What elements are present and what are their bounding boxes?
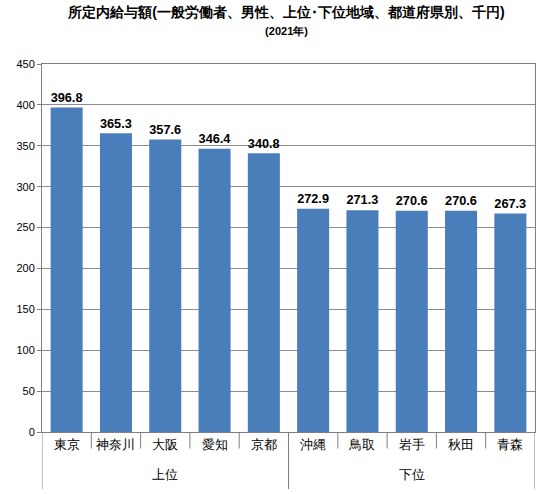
svg-text:200: 200 [16,262,34,274]
svg-text:秋田: 秋田 [448,437,474,452]
svg-text:150: 150 [16,303,34,315]
svg-text:350: 350 [16,140,34,152]
svg-text:396.8: 396.8 [51,90,83,105]
svg-text:357.6: 357.6 [149,122,181,137]
svg-text:100: 100 [16,344,34,356]
svg-text:沖縄: 沖縄 [300,437,326,452]
svg-text:271.3: 271.3 [346,192,378,207]
svg-text:365.3: 365.3 [100,116,132,131]
svg-text:青森: 青森 [497,437,523,452]
svg-text:267.3: 267.3 [494,196,526,211]
svg-text:神奈川: 神奈川 [96,437,135,452]
svg-text:300: 300 [16,181,34,193]
svg-text:上位: 上位 [152,467,178,482]
svg-text:愛知: 愛知 [202,437,228,452]
svg-text:下位: 下位 [399,467,425,482]
svg-text:270.6: 270.6 [445,193,477,208]
svg-text:大阪: 大阪 [152,437,178,452]
svg-text:346.4: 346.4 [199,131,231,146]
svg-text:岩手: 岩手 [399,437,425,452]
svg-text:400: 400 [16,99,34,111]
svg-text:450: 450 [16,58,34,70]
svg-text:0: 0 [29,426,35,438]
svg-text:272.9: 272.9 [297,191,329,206]
svg-text:京都: 京都 [251,437,277,452]
svg-text:270.6: 270.6 [396,193,428,208]
svg-text:250: 250 [16,221,34,233]
svg-text:鳥取: 鳥取 [348,437,375,452]
svg-text:東京: 東京 [54,437,80,452]
svg-text:340.8: 340.8 [248,136,280,151]
svg-text:50: 50 [23,385,35,397]
svg-text:所定内給与額(一般労働者、男性、上位･下位地域、都道府県別、: 所定内給与額(一般労働者、男性、上位･下位地域、都道府県別、千円)(2021年) [67,4,504,37]
